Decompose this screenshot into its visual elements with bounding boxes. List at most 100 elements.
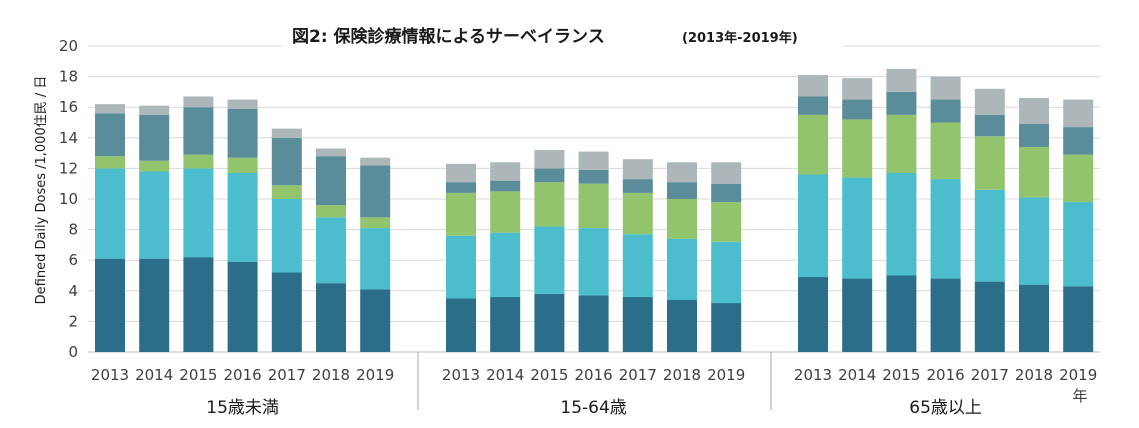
bar-segment	[930, 122, 961, 180]
bar-segment	[139, 171, 170, 259]
bar-segment	[667, 182, 697, 199]
bar-segment	[95, 258, 125, 352]
bar-segment	[711, 303, 742, 352]
bar-segment	[842, 177, 873, 279]
y-tick-label: 10	[59, 190, 78, 208]
bar-segment	[974, 136, 1005, 190]
bar-segment	[667, 162, 697, 183]
axes: 0 2 4 6 8 10 12 14 16 18 20 2013 2014 2015 2016 2017 201…	[59, 37, 1097, 418]
bar-segment	[930, 278, 961, 352]
chart-title: 図2: 保険診療情報によるサーベイランス	[292, 26, 605, 47]
bar-segment	[578, 183, 609, 229]
y-tick-label: 2	[68, 312, 78, 330]
bar-segment	[183, 257, 214, 352]
x-tick-label: 2018	[312, 366, 350, 384]
bar-segment	[622, 159, 653, 180]
bar-segment	[534, 182, 565, 227]
bar-segment	[360, 157, 391, 166]
bar-segment	[798, 174, 828, 278]
bar-segment	[886, 172, 917, 276]
bar-segment	[490, 180, 521, 192]
x-tick-label: 2019	[707, 366, 745, 384]
bar-segment	[974, 281, 1005, 352]
group-label: 15-64歳	[560, 398, 626, 418]
y-tick-label: 8	[68, 221, 78, 239]
y-tick-label: 16	[59, 98, 78, 116]
bar-segment	[842, 78, 873, 100]
bar-segment	[886, 275, 917, 352]
bar-segment	[316, 205, 346, 218]
x-tick-label: 2019	[1059, 366, 1097, 384]
bar-segment	[711, 241, 742, 304]
chart-subtitle: (2013年-2019年)	[682, 30, 798, 46]
bar-segment	[1063, 286, 1094, 352]
bar-segment	[490, 296, 521, 352]
bar-segment	[842, 99, 873, 120]
y-tick-label: 6	[68, 251, 78, 269]
bar-segment	[490, 191, 521, 233]
y-tick-label: 4	[68, 282, 78, 300]
x-tick-label: 2014	[838, 366, 876, 384]
bar-segment	[1019, 197, 1049, 285]
bar-segment	[360, 289, 391, 352]
bar-segment	[95, 156, 125, 169]
y-axis-label: Defined Daily Doses /1,000住民 / 日	[34, 76, 49, 305]
x-tick-label: 2016	[575, 366, 613, 384]
bar-segment	[446, 235, 476, 299]
bar-segment	[183, 107, 214, 155]
bar-segment	[183, 154, 214, 169]
bar-segment	[1063, 99, 1094, 128]
x-tick-label: 2016	[927, 366, 965, 384]
bar-segment	[139, 258, 170, 352]
bar-segment	[95, 113, 125, 157]
bar-segment	[711, 162, 742, 184]
bar-segment	[578, 295, 609, 352]
bar-segment	[139, 105, 170, 115]
bar-segment	[578, 169, 609, 184]
bar-segment	[842, 278, 873, 352]
bar-segment	[271, 272, 302, 352]
x-tick-label: 2016	[224, 366, 262, 384]
x-tick-label: 2015	[882, 366, 920, 384]
bar-segment	[316, 156, 346, 206]
bar-segment	[95, 104, 125, 114]
bar-segment	[360, 228, 391, 290]
bar-segment	[534, 150, 565, 169]
bar-segment	[534, 226, 565, 294]
bar-segment	[271, 128, 302, 138]
x-tick-label: 2014	[135, 366, 173, 384]
bar-segment	[798, 75, 828, 97]
title-background	[282, 22, 842, 50]
x-tick-label: 2013	[442, 366, 480, 384]
bar-segment	[930, 76, 961, 100]
bar-segment	[578, 151, 609, 170]
x-tick-label: 2014	[486, 366, 524, 384]
bar-segment	[886, 91, 917, 115]
bar-segment	[360, 217, 391, 229]
x-tick-label: 2017	[268, 366, 306, 384]
bar-segment	[667, 238, 697, 300]
bar-segment	[183, 168, 214, 258]
bar-segment	[711, 183, 742, 203]
bar-segment	[316, 283, 346, 352]
bar-segment	[974, 114, 1005, 137]
bar-segment	[446, 298, 476, 352]
bar-segment	[227, 261, 258, 352]
bar-segment	[1019, 124, 1049, 147]
x-tick-label: 2019	[356, 366, 394, 384]
bar-segment	[667, 299, 697, 352]
bar-segment	[446, 182, 476, 193]
bar-segment	[446, 192, 476, 236]
bar-segment	[316, 148, 346, 157]
bar-segment	[271, 185, 302, 199]
x-axis-unit: 年	[1072, 387, 1087, 405]
y-tick-label: 18	[59, 68, 78, 86]
bar-segment	[227, 108, 258, 158]
bar-segment	[360, 165, 391, 218]
bar-segment	[622, 179, 653, 193]
bar-segment	[316, 217, 346, 284]
bar-segment	[886, 68, 917, 92]
bar-segment	[271, 199, 302, 273]
bar-segment	[1019, 284, 1049, 352]
bar-segment	[490, 232, 521, 297]
